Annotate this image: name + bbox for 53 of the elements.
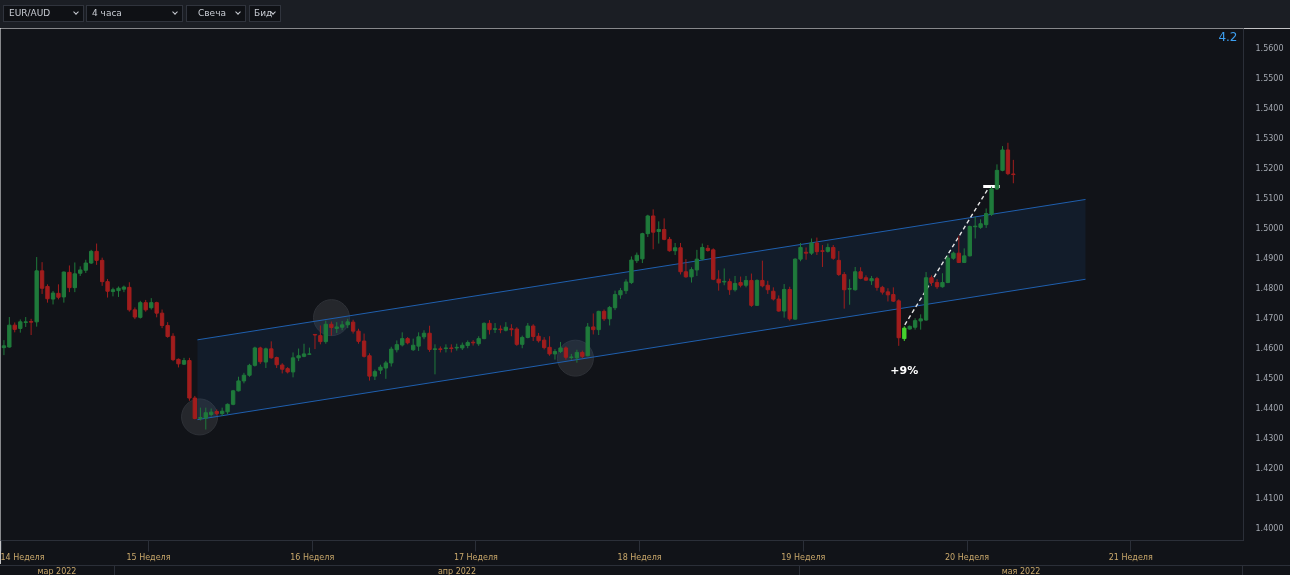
- y-tick-label: 1.5200: [1255, 163, 1284, 173]
- x-tick-label: 16 Неделя: [290, 552, 335, 562]
- text: мар 2022: [0, 566, 115, 575]
- y-tick-label: 1.5000: [1255, 223, 1284, 233]
- x-tick-label: 17 Неделя: [453, 552, 499, 562]
- y-tick-label: 1.4600: [1255, 343, 1284, 353]
- candlestick: [798, 242, 803, 262]
- x-tick-label: 14 Неделя: [0, 552, 45, 562]
- y-tick-label: 1.4500: [1255, 373, 1284, 383]
- candlestick: [323, 320, 328, 345]
- text: Свеча: [186, 5, 246, 22]
- candlestick: [651, 208, 656, 250]
- candlestick: [781, 283, 787, 319]
- y-tick-label: 1.5500: [1255, 73, 1284, 83]
- y-tick-label: 1.5600: [1255, 43, 1284, 53]
- candlestick: [427, 325, 432, 353]
- x-tick-label: 20 Неделя: [944, 552, 990, 562]
- candlestick: [492, 322, 498, 334]
- candlestick: [443, 343, 449, 353]
- text: апр 2022: [115, 566, 800, 575]
- y-tick-label: 1.4300: [1255, 433, 1284, 443]
- candlestick: [596, 310, 601, 336]
- y-tick-label: 1.5300: [1255, 133, 1284, 143]
- y-tick-label: 1.4100: [1255, 493, 1284, 503]
- y-tick-label: 1.5400: [1255, 103, 1284, 113]
- candlestick: [743, 275, 749, 288]
- y-tick-label: 1.4700: [1255, 313, 1284, 323]
- annotation: 4.2: [1218, 29, 1238, 44]
- y-tick-label: 1.4800: [1255, 283, 1284, 293]
- candlestick: [591, 312, 596, 335]
- text: мая 2022: [800, 566, 1243, 575]
- candlestick: [803, 246, 809, 261]
- x-tick-label: 15 Неделя: [126, 552, 171, 562]
- text: Бид: [249, 5, 281, 22]
- candlestick: [956, 235, 961, 264]
- candlestick: [503, 321, 509, 332]
- y-tick-label: 1.4200: [1255, 463, 1284, 473]
- candlestick: [432, 343, 438, 375]
- y-tick-label: 1.4400: [1255, 403, 1284, 413]
- text: 4 часа: [86, 5, 183, 22]
- y-tick-label: 1.4000: [1255, 523, 1284, 533]
- y-tick-label: 1.4900: [1255, 253, 1284, 263]
- x-tick-label: 21 Неделя: [1108, 552, 1153, 562]
- chart-title: EUR/AUD: [3, 5, 84, 22]
- candlestick: [28, 318, 34, 336]
- candlestick: [672, 242, 678, 256]
- candlestick: [656, 220, 661, 245]
- x-tick-label: 18 Неделя: [617, 552, 662, 562]
- candlestick: [732, 275, 738, 293]
- candlestick: [67, 264, 72, 293]
- y-tick-label: 1.5100: [1255, 193, 1284, 203]
- annotation: +9%: [890, 364, 919, 378]
- x-tick-label: 19 Неделя: [781, 552, 826, 562]
